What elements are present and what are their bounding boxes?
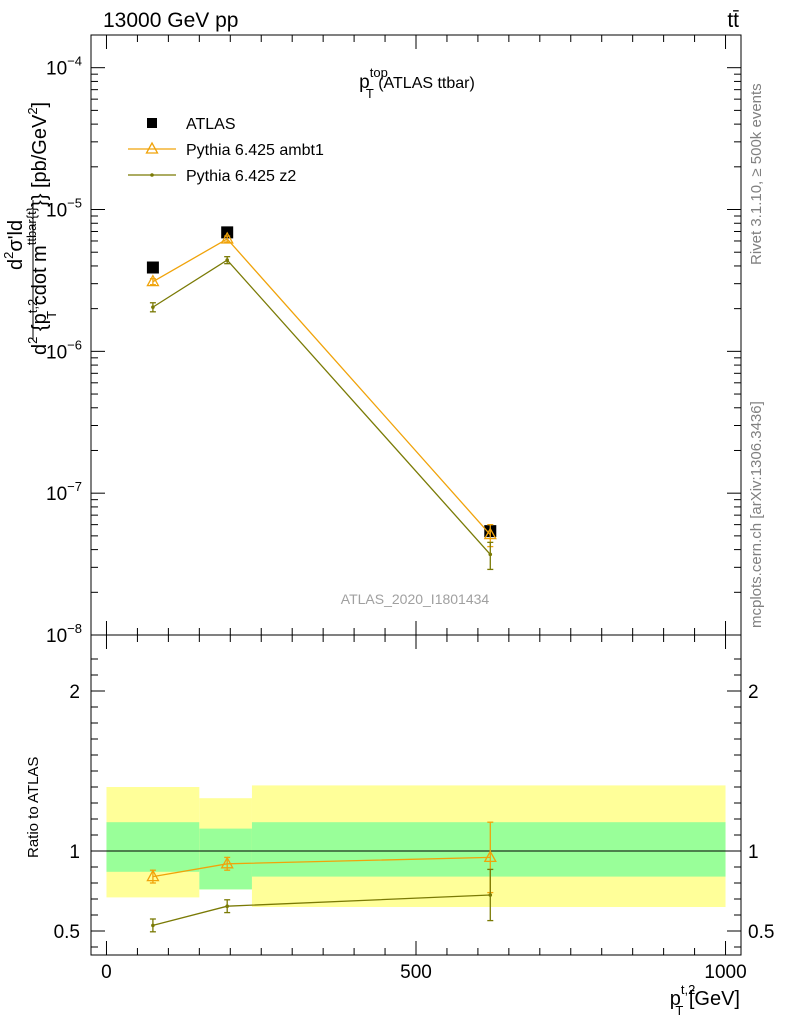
main-series-line-1	[152, 238, 491, 536]
legend-ambt1-label: Pythia 6.425 ambt1	[186, 142, 324, 159]
legend-atlas-marker	[147, 118, 157, 128]
axes: 10−4 10−5 10−6 10−7 10−8 2 2 1 1 0.5 0.5 0 500 1000	[46, 34, 774, 983]
main-point-2-0	[151, 305, 155, 309]
main-ytick-label-3: 10−7	[46, 479, 82, 505]
ratio-y-axis-label: Ratio to ATLAS	[25, 757, 42, 858]
ratio-point-1-2	[488, 893, 493, 897]
xtick-label-2: 1000	[704, 962, 746, 983]
xtick-label-1: 500	[400, 962, 432, 983]
ratio-ytick-label-right-0: 2	[748, 682, 759, 703]
main-point-0-0	[146, 261, 159, 274]
main-ytick-label-4: 10−8	[46, 621, 82, 647]
main-y-axis-label: d2 {pt,2T cdot mttbar{t}}} [pb/GeV2]	[24, 102, 59, 355]
legend: ATLAS Pythia 6.425 ambt1 Pythia 6.425 z2	[128, 116, 324, 185]
main-panel-data	[146, 226, 497, 571]
main-series-line-2	[152, 259, 491, 555]
xtick-label-0: 0	[101, 962, 112, 983]
main-ytick-label-0: 10−4	[46, 54, 82, 80]
ratio-ytick-label-right-1: 1	[748, 842, 759, 863]
rivet-label: Rivet 3.1.10, ≥ 500k events	[748, 83, 765, 265]
ratio-point-0-1	[220, 856, 234, 869]
legend-z2-label: Pythia 6.425 z2	[186, 168, 296, 185]
header-left: 13000 GeV pp	[103, 9, 238, 32]
ratio-point-0-2	[483, 850, 497, 863]
ratio-point-0-0	[146, 869, 160, 882]
ratio-ytick-label-left-0: 2	[69, 682, 80, 703]
main-point-2-2	[488, 552, 493, 557]
legend-z2-marker	[150, 173, 154, 177]
main-point-1-2	[483, 527, 497, 540]
ratio-point-1-1	[225, 904, 229, 908]
analysis-watermark: ATLAS_2020_I1801434	[341, 591, 490, 607]
ratio-ytick-label-left-1: 1	[69, 842, 80, 863]
mcplots-label: mcplots.cern.ch [arXiv:1306.3436]	[748, 401, 765, 628]
ratio-ytick-label-left-2: 0.5	[54, 922, 80, 943]
main-title: ptop T (ATLAS ttbar)	[359, 65, 475, 101]
ratio-panel-data	[146, 821, 497, 933]
ratio-band-inner-0	[106, 822, 200, 872]
main-y-axis-label-numerator: d2σʹld	[1, 220, 27, 270]
ratio-ytick-label-right-2: 0.5	[748, 922, 774, 943]
main-ytick-label-2: 10−6	[46, 337, 82, 363]
x-axis-label: pt,2 T [GeV]	[670, 982, 740, 1018]
main-ytick-label-1: 10−5	[46, 196, 82, 222]
legend-ambt1-marker	[145, 141, 159, 154]
ratio-point-1-0	[151, 923, 155, 928]
legend-atlas-label: ATLAS	[186, 116, 236, 133]
main-point-2-1	[225, 258, 229, 262]
main-point-1-0	[146, 274, 160, 287]
ratio-uncertainty-bands	[91, 785, 741, 907]
main-point-1-1	[220, 231, 234, 244]
ratio-band-inner-2	[251, 822, 726, 877]
ratio-band-inner-1	[199, 828, 252, 890]
header-right: tt̄	[727, 9, 739, 32]
